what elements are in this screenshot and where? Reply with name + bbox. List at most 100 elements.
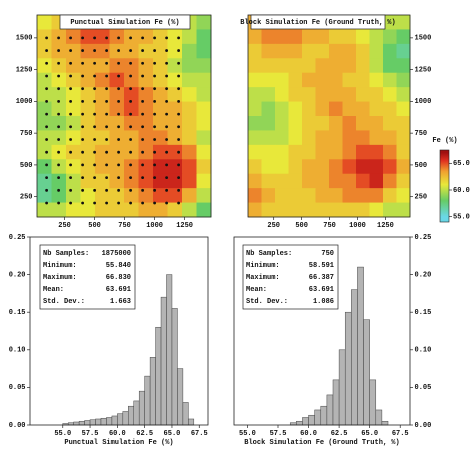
x-tick-label: 57.5 (270, 430, 287, 438)
stats-value: 63.691 (309, 286, 334, 294)
sample-point (165, 125, 169, 129)
heat-cell (196, 43, 212, 59)
sample-point (69, 125, 72, 129)
x-axis-label: Punctual Simulation Fe (%) (64, 439, 173, 447)
heat-cell (37, 130, 52, 146)
sample-point (129, 87, 133, 91)
stats-label: Std. Dev.: (246, 298, 288, 306)
sample-point (141, 201, 145, 205)
heat-cell (80, 159, 96, 175)
colorbar-tick-label: 55.0 (453, 214, 470, 222)
heat-cell (138, 202, 154, 218)
heat-cell (138, 130, 154, 146)
heat-cell (37, 15, 52, 30)
heat-cell (356, 188, 370, 203)
heat-cell (315, 43, 330, 59)
heat-cell (248, 116, 262, 131)
sample-point (165, 87, 169, 91)
heat-cell (248, 101, 262, 117)
heat-cell (153, 130, 168, 146)
sample-point (105, 87, 108, 91)
bar (122, 411, 129, 426)
heat-cell (302, 116, 316, 131)
sample-point (93, 138, 96, 141)
heat-cell (153, 202, 168, 218)
sample-point (141, 188, 145, 192)
bar (73, 421, 80, 426)
heat-cell (369, 188, 384, 203)
heat-cell (66, 188, 81, 203)
heat-cell (356, 159, 370, 175)
stats-value: 58.591 (309, 262, 334, 270)
sample-point (57, 201, 60, 205)
sample-point (81, 36, 84, 40)
x-tick-label: 60.0 (109, 430, 126, 438)
stats-box (242, 244, 339, 310)
heat-cell (167, 101, 183, 117)
heat-cell (261, 58, 276, 74)
heat-cell (396, 144, 411, 160)
sample-point (105, 99, 108, 103)
sample-point (141, 125, 145, 129)
stats-label: Minimum: (43, 262, 77, 270)
stats-label: Maximum: (43, 274, 77, 282)
heat-cell (196, 159, 212, 175)
sample-point (57, 125, 60, 129)
heat-cell (66, 144, 81, 160)
sample-point (57, 112, 60, 116)
sample-point (45, 150, 48, 154)
heat-cell (138, 159, 154, 175)
heat-cell (153, 159, 168, 175)
heat-cell (383, 159, 397, 175)
bar (314, 409, 322, 426)
heat-cell (369, 43, 384, 59)
heat-cell (66, 173, 81, 189)
heat-cell (51, 116, 67, 131)
sample-point (81, 201, 84, 205)
heat-cell (37, 87, 52, 102)
bar (155, 326, 162, 426)
heat-cell (124, 72, 139, 88)
heat-cell (182, 159, 197, 175)
y-tick-label: 0.25 (9, 234, 26, 242)
heat-cell (109, 58, 125, 74)
sample-point (105, 61, 108, 65)
heat-cell (167, 159, 183, 175)
chart-title: Punctual Simulation Fe (%) (70, 19, 179, 27)
heat-cell (342, 144, 357, 160)
heat-cell (95, 43, 110, 59)
heat-cell (275, 43, 289, 59)
heat-cell (356, 87, 370, 102)
x-axis-label: Block Simulation Fe (Ground Truth, %) (244, 439, 399, 447)
heat-cell (182, 116, 197, 131)
heat-cell (51, 159, 67, 175)
sample-point (117, 176, 120, 180)
heat-cell (315, 116, 330, 131)
sample-point (45, 36, 48, 40)
heat-cell (37, 202, 52, 218)
x-tick-label: 62.5 (331, 430, 348, 438)
heat-cell (261, 43, 276, 59)
sample-point (117, 49, 120, 52)
sample-point (153, 163, 157, 167)
sample-point (57, 87, 60, 91)
heat-cell (196, 58, 212, 74)
sample-point (45, 176, 48, 180)
heat-cell (182, 87, 197, 102)
sample-point (57, 49, 60, 52)
heat-cell (342, 188, 357, 203)
y-tick-label: 0.15 (9, 309, 26, 317)
heat-cell (124, 101, 139, 117)
heat-cell (329, 202, 343, 218)
heat-cell (356, 58, 370, 74)
sample-point (177, 61, 181, 65)
heat-cell (342, 43, 357, 59)
heat-cell (396, 29, 411, 45)
sample-point (69, 150, 72, 154)
sample-point (105, 112, 108, 116)
heat-cell (153, 29, 168, 45)
bar (375, 409, 383, 426)
heat-cell (356, 144, 370, 160)
sample-point (69, 176, 72, 180)
sample-point (129, 125, 133, 129)
